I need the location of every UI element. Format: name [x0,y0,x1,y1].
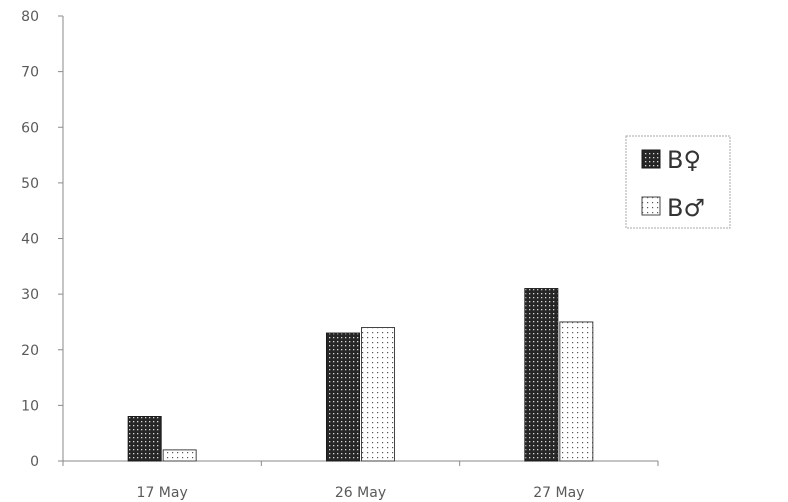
legend-label-female: B♀ [667,146,701,174]
legend: B♀ B♂ [625,135,731,229]
x-category-label: 26 May [335,485,386,501]
legend-swatch-male [641,196,661,216]
bar-male [162,449,197,462]
legend-label-male: B♂ [667,194,705,222]
y-tick-label: 80 [21,9,39,25]
bar-female [524,288,559,462]
y-tick-label: 50 [21,176,39,192]
y-tick-label: 70 [21,65,39,81]
y-tick-label: 60 [21,120,39,136]
y-tick-label: 40 [21,232,39,248]
x-category-label: 27 May [533,485,584,501]
x-axis-ticks: 17 May 26 May 27 May [62,461,659,501]
bar-male [361,327,395,462]
y-tick-label: 0 [30,454,39,470]
x-category-label: 17 May [137,485,188,501]
bar-female [326,332,360,462]
bar-female [127,416,162,462]
legend-swatch-female [641,149,661,169]
bar-male [559,321,594,462]
y-tick-label: 30 [21,287,39,303]
y-axis-ticks: 0 10 20 30 40 50 60 70 80 [21,9,63,470]
bars-group [127,288,594,462]
y-tick-label: 20 [21,343,39,359]
y-tick-label: 10 [21,398,39,414]
